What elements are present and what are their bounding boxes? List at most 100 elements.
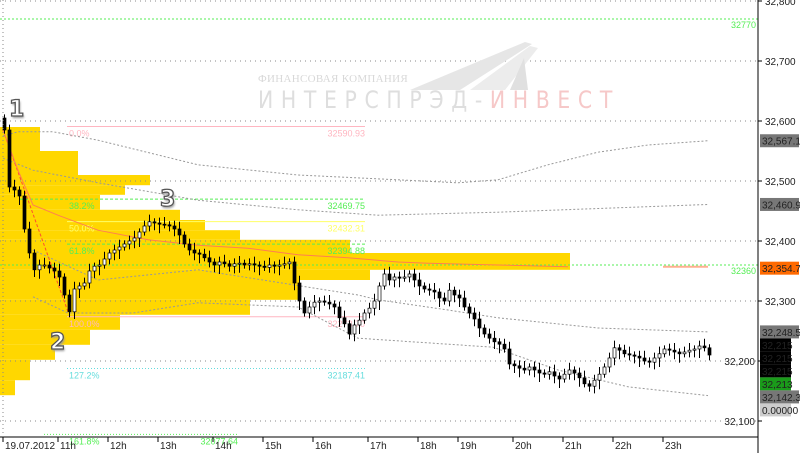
y-tick-label: 32,600 bbox=[765, 117, 796, 128]
candle-bullish bbox=[247, 263, 252, 266]
candle-bearish bbox=[537, 369, 542, 374]
candle-bearish bbox=[242, 262, 247, 266]
candle-bearish bbox=[622, 349, 627, 355]
candle-bearish bbox=[432, 289, 437, 293]
price-badges: 32,567.1 32,460.9 32,354.7 32,248.5 32,215 32… bbox=[760, 134, 800, 417]
candle-bullish bbox=[237, 262, 242, 265]
candle-bullish bbox=[382, 273, 387, 287]
candle-bullish bbox=[662, 348, 667, 355]
candle-bearish bbox=[512, 363, 517, 367]
candle-bullish bbox=[367, 307, 372, 314]
candle-bearish bbox=[187, 243, 192, 251]
volume-profile-bar bbox=[0, 175, 150, 186]
candle-bearish bbox=[222, 261, 227, 265]
candle-bearish bbox=[487, 333, 492, 339]
price-badge-label: 32,215 bbox=[762, 354, 793, 365]
band-line bbox=[2, 157, 709, 216]
candle-bearish bbox=[572, 369, 577, 374]
price-badge bbox=[760, 364, 791, 378]
x-tick-label: 16h bbox=[315, 441, 332, 452]
candle-bearish bbox=[327, 301, 332, 305]
candle-bearish bbox=[27, 228, 32, 254]
candle-bullish bbox=[657, 353, 662, 359]
price-badge-label: 0.00000 bbox=[762, 406, 799, 417]
y-tick-label: 32,200 bbox=[724, 357, 755, 368]
candle-bearish bbox=[67, 294, 72, 313]
x-tick-label: 18h bbox=[420, 441, 437, 452]
candle-bearish bbox=[532, 366, 537, 371]
candle-bearish bbox=[57, 270, 62, 278]
volume-profile-bar bbox=[0, 314, 120, 330]
candle-bearish bbox=[677, 351, 682, 355]
x-tick-label: 13h bbox=[160, 441, 177, 452]
candle-bullish bbox=[597, 373, 602, 381]
candle-bullish bbox=[692, 348, 697, 351]
candle-bearish bbox=[347, 323, 352, 335]
x-tick-label: 19.07.2012 bbox=[5, 441, 55, 452]
candle-bearish bbox=[502, 343, 507, 350]
y-tick-label: 32,400 bbox=[765, 237, 796, 248]
candle-bearish bbox=[332, 303, 337, 308]
candle-bearish bbox=[632, 354, 637, 357]
candle-bearish bbox=[467, 306, 472, 314]
candle-bullish bbox=[147, 221, 152, 227]
candle-bearish bbox=[707, 347, 712, 356]
volume-profile-bar bbox=[0, 359, 30, 381]
candle-bearish bbox=[157, 222, 162, 225]
candle-bearish bbox=[202, 253, 207, 259]
candle-bearish bbox=[292, 261, 297, 284]
candle-bearish bbox=[637, 355, 642, 359]
x-tick-label: 19h bbox=[460, 441, 477, 452]
candle-bullish bbox=[407, 273, 412, 278]
candle-bearish bbox=[32, 252, 37, 271]
candle-bullish bbox=[87, 270, 92, 284]
y-tick-label: 32,300 bbox=[765, 297, 796, 308]
candle-bearish bbox=[17, 189, 22, 197]
candle-bearish bbox=[262, 265, 267, 268]
candle-bullish bbox=[37, 264, 42, 271]
band-line bbox=[32, 249, 709, 333]
price-badge-label: 32,215 bbox=[762, 341, 793, 352]
fib-level-label: 100.0% bbox=[69, 319, 100, 329]
price-badge-label: 32,213 bbox=[762, 380, 793, 391]
fib-price-label: 32469.75 bbox=[327, 201, 365, 211]
volume-profile-bar bbox=[0, 280, 300, 300]
y-tick-label: 32,500 bbox=[765, 177, 796, 188]
candle-bullish bbox=[607, 357, 612, 368]
candle-bearish bbox=[342, 317, 347, 325]
volume-profile-bar bbox=[0, 151, 78, 175]
candle-bearish bbox=[647, 360, 652, 363]
candle-bullish bbox=[282, 263, 287, 266]
price-badge bbox=[760, 325, 799, 339]
price-badge bbox=[760, 134, 799, 148]
fib-price-label: 32187.41 bbox=[327, 371, 365, 381]
x-tick-label: 14h bbox=[215, 441, 232, 452]
candle-bearish bbox=[167, 224, 172, 227]
candle-bearish bbox=[627, 353, 632, 356]
candle-bearish bbox=[62, 276, 67, 296]
candle-bearish bbox=[577, 372, 582, 379]
price-badge-label: 32,567.1 bbox=[762, 137, 800, 148]
fib-level-label: 61.8% bbox=[69, 246, 95, 256]
candle-bearish bbox=[642, 357, 647, 362]
volume-profile-bar bbox=[0, 185, 125, 195]
y-tick-label: 32,800 bbox=[765, 0, 796, 8]
candle-bullish bbox=[137, 231, 142, 239]
candle-bearish bbox=[437, 291, 442, 299]
price-badge-label: 32,142.3 bbox=[762, 393, 800, 404]
fib-price-label: 32432.31 bbox=[327, 224, 365, 234]
candle-bullish bbox=[317, 300, 322, 303]
x-tick-label: 21h bbox=[565, 441, 582, 452]
candle-bullish bbox=[697, 345, 702, 350]
fib-level-label: 0.0% bbox=[69, 128, 90, 138]
candle-bullish bbox=[97, 264, 102, 267]
moving-average-line bbox=[2, 129, 569, 268]
candle-bullish bbox=[612, 347, 617, 359]
candle-bullish bbox=[392, 276, 397, 281]
candle-bullish bbox=[72, 288, 77, 313]
candle-bullish bbox=[132, 237, 137, 242]
x-tick-label: 17h bbox=[370, 441, 387, 452]
volume-profile-bar bbox=[0, 239, 350, 253]
